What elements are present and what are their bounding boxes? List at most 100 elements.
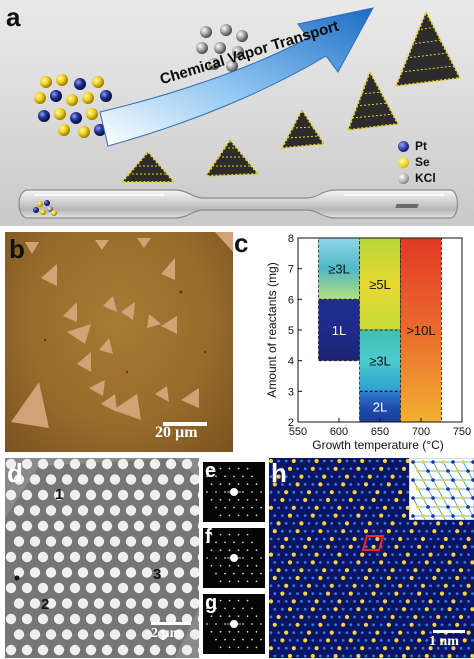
lattice-atom — [330, 553, 334, 556]
grid-hole — [21, 489, 33, 501]
lattice-atom — [447, 653, 452, 658]
grid-hole — [181, 613, 193, 625]
lattice-atom — [315, 584, 318, 588]
lattice-atom — [348, 544, 353, 549]
lattice-atom — [471, 545, 474, 549]
inset-atom — [431, 496, 435, 500]
diffraction-spot — [260, 506, 262, 509]
diffraction-spot — [251, 475, 253, 478]
diffraction-spot — [260, 491, 262, 493]
grid-hole — [101, 582, 113, 594]
lattice-atom — [386, 482, 391, 487]
lattice-atom — [306, 630, 312, 635]
grid-hole — [21, 582, 33, 594]
lattice-atom — [432, 575, 437, 581]
lattice-atom — [440, 561, 444, 564]
lattice-atom — [356, 560, 361, 565]
lattice-atom — [395, 529, 398, 533]
lattice-atom — [429, 537, 432, 541]
legend-label-pt: Pt — [415, 139, 427, 153]
lattice-atom — [364, 467, 368, 471]
inset-atom — [446, 469, 450, 473]
lattice-atom — [330, 568, 334, 572]
lattice-atom — [357, 639, 360, 642]
lattice-atom — [391, 631, 394, 634]
diffraction-spot — [251, 572, 253, 575]
lattice-atom — [375, 536, 380, 542]
inset-atom — [471, 460, 474, 464]
lattice-atom — [334, 529, 337, 533]
diffraction-spot — [219, 467, 222, 470]
region-0 — [318, 237, 360, 300]
lattice-atom — [288, 545, 292, 549]
grid-hole — [141, 567, 153, 578]
lattice-atom — [417, 623, 421, 627]
lattice-atom — [379, 592, 383, 595]
diffraction-spot — [246, 646, 249, 649]
diffraction-spot — [237, 615, 240, 618]
lattice-atom — [386, 575, 391, 581]
lattice-atom — [353, 615, 356, 619]
lattice-atom — [471, 592, 474, 595]
grid-hole — [173, 536, 185, 547]
lattice-atom — [405, 552, 410, 557]
lattice-atom — [379, 529, 383, 533]
grid-hole — [101, 458, 113, 470]
lattice-atom — [281, 607, 284, 611]
lattice-atom — [322, 646, 326, 650]
inset-atom — [466, 505, 470, 509]
lattice-atom — [276, 474, 281, 479]
lattice-atom — [272, 482, 277, 487]
grid-hole — [53, 582, 65, 594]
quartz-tube — [18, 189, 459, 219]
grid-hole — [85, 551, 97, 563]
lattice-atom — [277, 506, 280, 510]
lattice-atom — [319, 514, 322, 517]
inset-atom — [436, 469, 440, 473]
x-axis-label: Growth temperature (°C) — [312, 438, 444, 452]
diffraction-pattern-g — [206, 599, 262, 649]
phase-diagram-chart: ≥3L 1L ≥5L ≥3L 2L >10L 550 600 650 700 750 2 3 4 5 6 7 8 G… — [265, 233, 471, 452]
lattice-atom — [284, 522, 288, 525]
grid-hole — [133, 644, 145, 656]
lattice-atom — [287, 466, 293, 471]
inset-atom — [446, 487, 450, 491]
grid-hole — [173, 567, 185, 578]
lattice-atom — [398, 490, 403, 495]
lattice-atom — [368, 537, 372, 541]
lattice-atom — [372, 529, 375, 533]
lattice-atom — [455, 575, 460, 581]
se-atom-icon — [398, 156, 409, 168]
lattice-atom — [439, 544, 445, 549]
lattice-atom — [307, 600, 311, 603]
grid-hole — [125, 598, 137, 609]
lattice-atom — [383, 584, 387, 588]
lattice-atom — [341, 529, 346, 534]
grid-hole — [45, 598, 57, 609]
diffraction-spot — [206, 557, 208, 559]
lattice-atom — [402, 529, 406, 533]
lattice-atom — [466, 536, 471, 542]
lattice-atom — [410, 561, 413, 564]
grid-hole — [141, 598, 153, 609]
grid-hole — [133, 458, 145, 470]
inset-atom — [426, 487, 430, 491]
lattice-atom — [330, 615, 334, 619]
lattice-atom — [394, 638, 399, 643]
lattice-atom — [330, 475, 334, 478]
lattice-atom — [300, 631, 303, 634]
lattice-atom — [314, 646, 319, 651]
lattice-atom — [329, 536, 334, 542]
lattice-atom — [391, 490, 394, 494]
diffraction-spot — [224, 638, 226, 641]
optical-flakes — [11, 232, 233, 428]
lattice-atom — [273, 654, 277, 658]
lattice-atom — [421, 615, 425, 619]
lattice-atom — [417, 607, 421, 611]
lattice-atom — [344, 568, 350, 573]
lattice-atom — [318, 482, 323, 487]
scale-bar-label-h: 1 nm — [429, 634, 459, 649]
lattice-atom — [329, 490, 334, 495]
lattice-atom — [402, 576, 406, 580]
lattice-atom — [459, 646, 463, 650]
